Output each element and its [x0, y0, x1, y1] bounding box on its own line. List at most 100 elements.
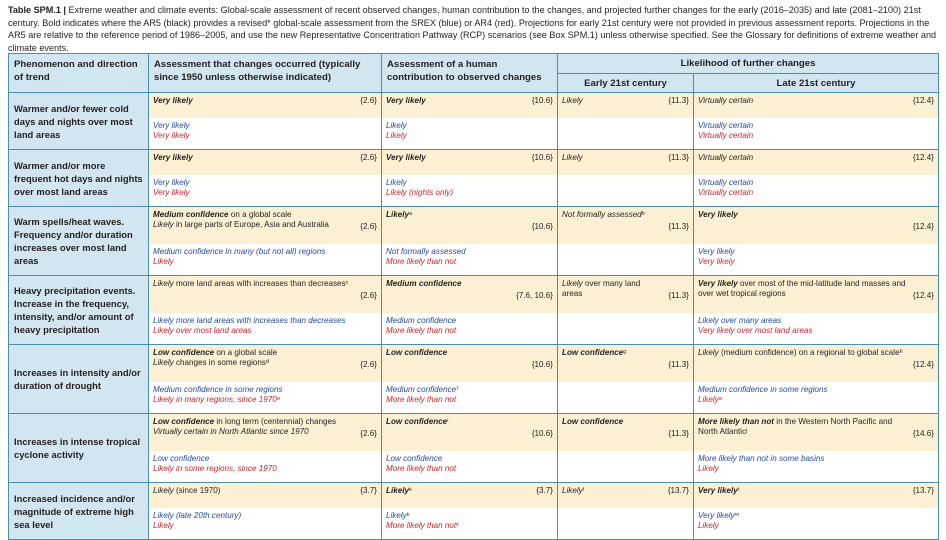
- srex-assessment: Likely more land areas with increases th…: [153, 316, 346, 325]
- early-ar5-cell: Likely {11.3}: [557, 149, 694, 175]
- header-phenomenon: Phenomenon and direction of trend: [8, 53, 149, 93]
- ar4-assessment: Very likely: [153, 131, 190, 141]
- ar4-assessment: Very likely: [153, 188, 190, 198]
- chapter-reference: {2.6}: [360, 153, 377, 162]
- ar5-assessment: Very likely: [386, 153, 426, 162]
- chapter-reference: {12.4}: [912, 153, 935, 162]
- ar5-assessment: Very likely: [153, 153, 193, 162]
- header-occurred: Assessment that changes occurred (typica…: [148, 53, 382, 93]
- ar4-assessment: Likely (nights only): [386, 188, 454, 198]
- human-previous-cell: Medium confidenceᶠ More likely than not: [381, 382, 558, 414]
- ar5-assessment: Low confidence: [562, 417, 624, 426]
- ar4-assessment: Likely: [386, 131, 407, 141]
- ar4-assessment: More likely than not: [386, 464, 457, 474]
- late-ar5-cell: Very likelyˡ {13.7}: [692, 482, 940, 508]
- ar5-assessment: Low confidence on a global scale: [153, 348, 278, 357]
- chapter-reference: {7.6, 10.6}: [516, 291, 553, 300]
- srex-assessment: Very likely: [153, 121, 190, 130]
- chapter-reference: {13.7}: [912, 486, 935, 495]
- ar5-assessment: Very likely: [153, 96, 193, 105]
- srex-assessment: Medium confidence: [386, 316, 457, 325]
- ar5-assessment: Low confidenceᵍ: [562, 348, 627, 357]
- occurred-previous-cell: Medium confidence in many (but not all) …: [148, 244, 382, 276]
- ar4-assessment: Very likely: [698, 257, 735, 267]
- ar5-assessment: Likely: [562, 153, 583, 162]
- srex-assessment: Very likely: [698, 247, 735, 256]
- ar4-assessment: Likely: [153, 521, 174, 531]
- chapter-reference: {12.4}: [912, 96, 935, 105]
- srex-assessment: Very likelyᵐ: [698, 511, 739, 520]
- ar4-assessment: Likely in many regions, since 1970ᵉ: [153, 395, 280, 405]
- srex-assessment: Likely (late 20th century): [153, 511, 242, 520]
- human-ar5-cell: Likelyᵏ {3.7}: [381, 482, 558, 508]
- human-previous-cell: Not formally assessed More likely than no…: [381, 244, 558, 276]
- ar5-assessment: Likelyᵃ: [386, 210, 412, 219]
- occurred-ar5-cell: Low confidence on a global scale Likely c…: [148, 344, 382, 382]
- ar5-assessment: Not formally assessedᵇ: [562, 210, 645, 219]
- srex-assessment: Medium confidence in some regions: [153, 385, 283, 394]
- ar5-assessment: Virtually certain: [698, 153, 754, 162]
- late-previous-cell: Very likelyᵐ Likely: [692, 508, 940, 540]
- ar5-assessment: Virtually certain: [698, 96, 754, 105]
- table-body: Warmer and/or fewer cold days and nights…: [8, 92, 940, 540]
- ar4-assessment: Likelyᵉ: [698, 395, 722, 405]
- chapter-reference: {10.6}: [531, 429, 553, 438]
- early-previous-cell: [557, 313, 694, 345]
- ar5-assessment: Likely over many land areas: [562, 279, 641, 299]
- human-ar5-cell: Very likely {10.6}: [381, 149, 558, 175]
- occurred-previous-cell: Very likely Very likely: [148, 175, 382, 207]
- occurred-ar5-cell: Likely (since 1970) {3.7}: [148, 482, 382, 508]
- late-ar5-cell: More likely than not in the Western Nort…: [692, 413, 940, 451]
- chapter-reference: {10.6}: [531, 360, 553, 369]
- human-ar5-cell: Very likely {10.6}: [381, 92, 558, 118]
- ar4-assessment: Likely: [698, 521, 719, 531]
- header-early: Early 21st century: [557, 72, 694, 93]
- phenomenon-cell: Increases in intensity and/or duration o…: [8, 344, 149, 414]
- srex-assessment: Virtually certain: [698, 178, 754, 187]
- chapter-reference: {11.3}: [668, 291, 689, 300]
- ar5-assessment: Very likely over most of the mid-latitud…: [698, 279, 906, 299]
- chapter-reference: {3.7}: [536, 486, 553, 495]
- srex-assessment: Likely: [386, 121, 407, 130]
- early-previous-cell: [557, 118, 694, 150]
- srex-assessment: Medium confidence in some regions: [698, 385, 828, 394]
- srex-assessment: Likely: [386, 178, 407, 187]
- occurred-previous-cell: Likely (late 20th century) Likely: [148, 508, 382, 540]
- ar5-assessment: Medium confidence on a global scale: [153, 210, 292, 219]
- early-ar5-cell: Not formally assessedᵇ {11.3}: [557, 206, 694, 244]
- late-previous-cell: Likely over many areas Very likely over m…: [692, 313, 940, 345]
- phenomenon-cell: Increases in intense tropical cyclone ac…: [8, 413, 149, 483]
- srex-assessment: Low confidence: [153, 454, 210, 463]
- early-ar5-cell: Likelyˡ {13.7}: [557, 482, 694, 508]
- ar4-assessment: Virtually certain: [698, 188, 754, 198]
- phenomenon-cell: Warmer and/or fewer cold days and nights…: [8, 92, 149, 150]
- ar5-assessment: Virtually certain in North Atlantic sinc…: [153, 427, 309, 437]
- chapter-reference: {12.4}: [912, 222, 935, 231]
- late-previous-cell: More likely than not in some basins Likel…: [692, 451, 940, 483]
- chapter-reference: {10.6}: [531, 96, 553, 105]
- late-ar5-cell: Very likely {12.4}: [692, 206, 940, 244]
- human-ar5-cell: Medium confidence {7.6, 10.6}: [381, 275, 558, 313]
- chapter-reference: {2.6}: [360, 222, 377, 231]
- ar5-assessment: Likely: [562, 96, 583, 105]
- ar5-assessment: Likely changes in some regionsᵈ: [153, 358, 269, 368]
- occurred-previous-cell: Low confidence Likely in some regions, si…: [148, 451, 382, 483]
- phenomenon-cell: Heavy precipitation events. Increase in …: [8, 275, 149, 345]
- human-ar5-cell: Low confidence {10.6}: [381, 344, 558, 382]
- human-previous-cell: Likely Likely: [381, 118, 558, 150]
- ar5-assessment: Likely more land areas with increases th…: [153, 279, 349, 288]
- late-ar5-cell: Virtually certain {12.4}: [692, 149, 940, 175]
- late-previous-cell: Very likely Very likely: [692, 244, 940, 276]
- srex-assessment: Not formally assessed: [386, 247, 466, 256]
- occurred-ar5-cell: Likely more land areas with increases th…: [148, 275, 382, 313]
- late-ar5-cell: Likely (medium confidence) on a regional…: [692, 344, 940, 382]
- srex-assessment: Low confidence: [386, 454, 443, 463]
- ar5-assessment: Likelyˡ: [562, 486, 584, 495]
- early-previous-cell: [557, 451, 694, 483]
- late-previous-cell: Medium confidence in some regions Likelyᵉ: [692, 382, 940, 414]
- human-previous-cell: Likelyᵏ More likely than notᵏ: [381, 508, 558, 540]
- ar4-assessment: More likely than not: [386, 326, 457, 336]
- phenomenon-cell: Increased incidence and/or magnitude of …: [8, 482, 149, 540]
- chapter-reference: {10.6}: [531, 222, 553, 231]
- late-ar5-cell: Very likely over most of the mid-latitud…: [692, 275, 940, 313]
